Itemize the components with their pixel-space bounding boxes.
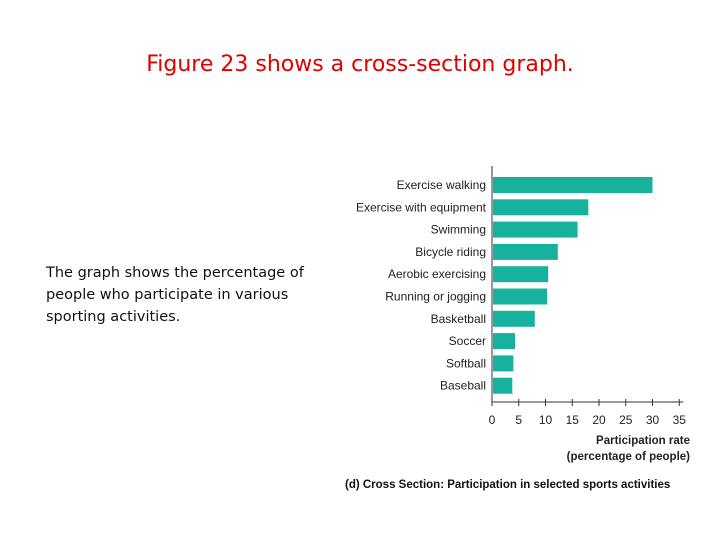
category-label: Baseball: [440, 379, 486, 393]
category-label: Running or jogging: [385, 290, 486, 304]
x-tick-label: 0: [489, 413, 496, 427]
slide-description: The graph shows the percentage of people…: [46, 265, 304, 325]
x-tick-label: 10: [539, 413, 553, 427]
bar-running-or-jogging: [493, 288, 548, 305]
x-tick-label: 25: [619, 413, 633, 427]
bars-group: [493, 177, 653, 394]
category-label: Aerobic exercising: [388, 267, 486, 281]
x-axis-title-line2: (percentage of people): [567, 451, 690, 463]
chart-caption: (d) Cross Section: Participation in sele…: [345, 479, 670, 491]
bar-swimming: [493, 221, 578, 238]
category-labels: Exercise walking Exercise with equipment S…: [356, 178, 487, 393]
bar-softball: [493, 355, 514, 372]
x-tick-label: 15: [566, 413, 580, 427]
bar-exercise-walking: [493, 177, 653, 193]
x-tick-label: 30: [646, 413, 660, 427]
category-label: Exercise with equipment: [356, 200, 487, 214]
bar-baseball: [493, 377, 513, 394]
category-label: Softball: [446, 356, 486, 370]
x-tick-label: 5: [515, 413, 522, 427]
bar-bicycle-riding: [493, 243, 558, 260]
bar-basketball: [493, 310, 535, 327]
bar-exercise-with-equipment: [493, 199, 589, 216]
x-tick-label: 20: [592, 413, 606, 427]
x-ticks: 0 5 10 15 20 25 30 35: [489, 399, 687, 427]
bar-aerobic-exercising: [493, 266, 549, 283]
slide-title: Figure 23 shows a cross-section graph.: [146, 52, 574, 77]
bar-soccer: [493, 333, 516, 350]
x-axis-title-line1: Participation rate: [596, 435, 690, 447]
category-label: Soccer: [449, 334, 486, 348]
category-label: Exercise walking: [397, 178, 486, 192]
x-tick-label: 35: [673, 413, 687, 427]
category-label: Basketball: [431, 312, 486, 326]
category-label: Bicycle riding: [415, 245, 486, 259]
category-label: Swimming: [431, 223, 486, 237]
